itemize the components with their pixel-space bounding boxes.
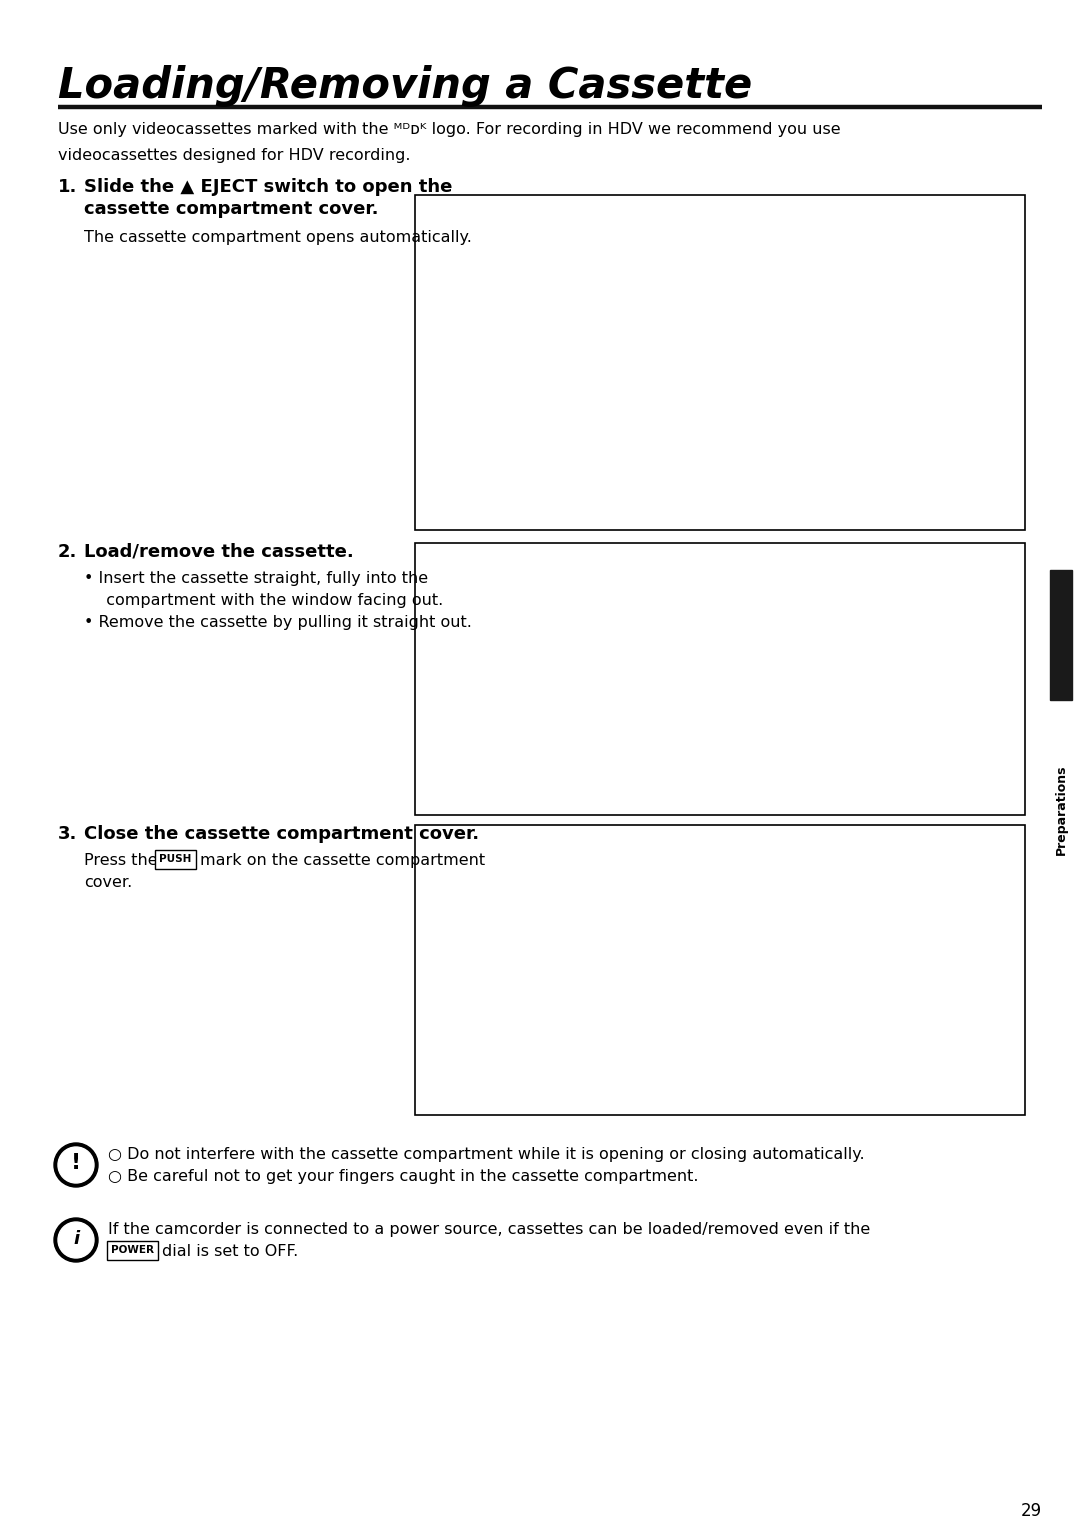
Text: ○ Be careful not to get your fingers caught in the cassette compartment.: ○ Be careful not to get your fingers cau…: [108, 1169, 699, 1184]
Text: cover.: cover.: [84, 874, 132, 890]
Text: dial is set to OFF.: dial is set to OFF.: [162, 1244, 298, 1259]
Text: cassette compartment cover.: cassette compartment cover.: [84, 200, 378, 218]
FancyBboxPatch shape: [107, 1241, 158, 1259]
Text: Press the: Press the: [84, 853, 158, 868]
Text: videocassettes designed for HDV recording.: videocassettes designed for HDV recordin…: [58, 148, 410, 163]
Text: POWER: POWER: [110, 1245, 153, 1254]
Text: Slide the ▲ EJECT switch to open the: Slide the ▲ EJECT switch to open the: [84, 179, 453, 195]
Text: Use only videocassettes marked with the ᴹᴰᴅᴷ logo. For recording in HDV we recom: Use only videocassettes marked with the …: [58, 122, 840, 137]
Text: Load/remove the cassette.: Load/remove the cassette.: [84, 543, 354, 562]
Text: 2.: 2.: [58, 543, 78, 562]
Text: !: !: [71, 1154, 81, 1173]
Text: • Insert the cassette straight, fully into the: • Insert the cassette straight, fully in…: [84, 571, 428, 586]
Text: • Remove the cassette by pulling it straight out.: • Remove the cassette by pulling it stra…: [84, 615, 472, 630]
Text: Close the cassette compartment cover.: Close the cassette compartment cover.: [84, 826, 480, 842]
Text: Loading/Removing a Cassette: Loading/Removing a Cassette: [58, 66, 753, 107]
Bar: [415, 543, 1025, 815]
Text: Preparations: Preparations: [1054, 765, 1067, 855]
Bar: [1050, 571, 1072, 700]
Text: The cassette compartment opens automatically.: The cassette compartment opens automatic…: [84, 230, 472, 246]
Circle shape: [54, 1218, 98, 1262]
Text: mark on the cassette compartment: mark on the cassette compartment: [200, 853, 485, 868]
Text: compartment with the window facing out.: compartment with the window facing out.: [96, 594, 443, 607]
FancyBboxPatch shape: [154, 850, 195, 868]
Bar: [415, 195, 1025, 530]
Text: 3.: 3.: [58, 826, 78, 842]
Text: 1.: 1.: [58, 179, 78, 195]
Text: If the camcorder is connected to a power source, cassettes can be loaded/removed: If the camcorder is connected to a power…: [108, 1222, 870, 1238]
Text: i: i: [73, 1230, 79, 1248]
Circle shape: [58, 1222, 94, 1257]
Text: PUSH: PUSH: [159, 855, 191, 864]
Circle shape: [54, 1143, 98, 1187]
Bar: [415, 826, 1025, 1116]
Circle shape: [58, 1148, 94, 1183]
Text: ○ Do not interfere with the cassette compartment while it is opening or closing : ○ Do not interfere with the cassette com…: [108, 1148, 865, 1161]
Text: 29: 29: [1021, 1502, 1042, 1520]
